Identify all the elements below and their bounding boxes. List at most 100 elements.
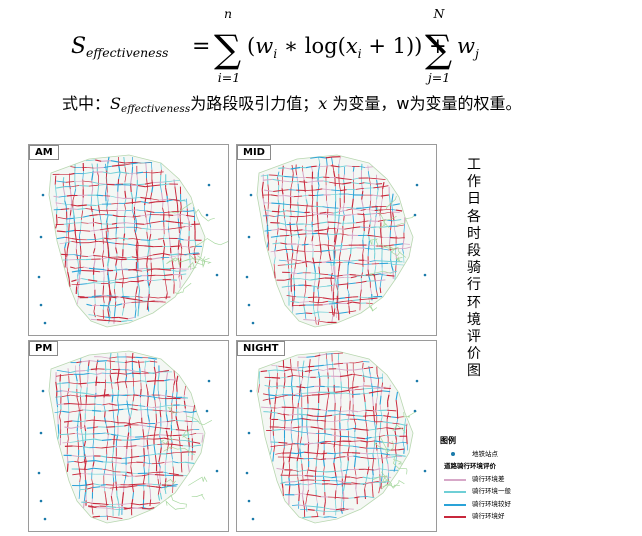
road-segment [332,413,340,416]
road-segment [366,466,370,475]
road-segment [352,374,355,383]
road-segment [75,370,86,372]
road-segment [150,204,152,212]
road-segment [333,443,344,446]
road-segment [376,180,379,190]
road-segment [55,374,65,377]
road-segment [147,449,150,456]
road-segment [346,208,353,211]
road-segment [264,384,272,388]
road-segment [106,222,109,233]
road-segment [348,254,352,260]
road-segment [143,444,152,447]
road-segment [67,413,70,423]
legend-label-fair: 骑行环境一般 [472,487,511,496]
road-segment [363,361,370,363]
road-segment [292,408,294,418]
legend-swatch-fair [444,491,466,494]
road-segment [68,382,79,385]
road-segment [86,282,94,285]
road-segment [83,491,86,502]
road-segment [69,441,78,443]
road-segment [362,476,371,479]
road-segment [359,289,362,297]
road-segment [398,448,405,451]
legend-row-poor: 骑行环境差 [440,473,590,485]
road-segment [284,233,287,241]
road-segment [133,386,135,395]
road-segment [353,455,361,458]
road-segment [394,272,397,280]
road-segment [135,219,138,228]
road-segment [96,315,106,318]
road-segment [106,360,116,363]
road-segment [272,178,281,182]
road-segment [79,245,82,253]
road-segment [126,485,133,488]
road-segment [330,265,333,274]
road-segment [277,171,280,178]
road-segment [143,171,153,174]
road-segment [172,458,174,467]
road-segment [318,259,321,267]
road-segment [167,227,177,230]
road-segment [269,447,273,455]
road-segment [378,486,381,494]
road-segment [56,403,64,406]
road-segment [350,238,353,248]
road-segment [130,441,133,450]
road-segment [57,217,67,220]
road-segment [315,244,325,246]
road-segment [345,392,353,395]
road-segment [140,409,143,418]
road-segment [276,365,278,373]
road-segment [314,213,324,216]
road-segment [297,402,299,409]
explain-text-1: 为路段吸引力值； [190,94,319,113]
road-segment [393,220,396,231]
road-segment [130,183,137,186]
road-segment [286,259,293,262]
road-segment [289,208,292,216]
road-segment [165,422,169,431]
road-segment [335,300,344,304]
road-segment [381,453,391,456]
road-segment [298,366,308,369]
title-char: 各 [467,208,481,225]
road-segment [284,195,294,198]
road-segment [145,193,148,199]
road-segment [116,222,127,224]
road-segment [94,438,102,441]
road-segment [276,467,285,471]
road-segment [301,418,312,421]
road-segment [167,202,170,212]
road-segment [86,501,94,504]
road-segment [346,206,357,209]
road-segment [80,230,91,232]
road-segment [96,372,103,375]
metro-station-dot [39,499,43,503]
road-segment [280,475,283,483]
road-segment [301,165,304,172]
road-segment [267,369,276,372]
suburban-road [195,208,215,222]
road-segment [317,289,320,299]
road-segment [276,213,279,223]
road-segment [363,366,374,370]
road-segment [321,261,328,263]
road-segment [118,509,120,516]
road-segment [186,440,193,443]
road-segment [300,436,302,444]
sum2-term: wj [457,34,479,61]
suburban-road [184,258,212,264]
road-segment [326,353,334,355]
road-segment [113,461,122,464]
road-segment [370,477,376,479]
road-segment [124,281,131,284]
suburban-road [170,202,192,214]
road-segment [142,483,145,491]
explain-text-2: 为变量，w为变量的权重。 [327,94,522,113]
road-segment [152,406,160,409]
road-segment [114,464,117,473]
road-segment [268,397,275,400]
